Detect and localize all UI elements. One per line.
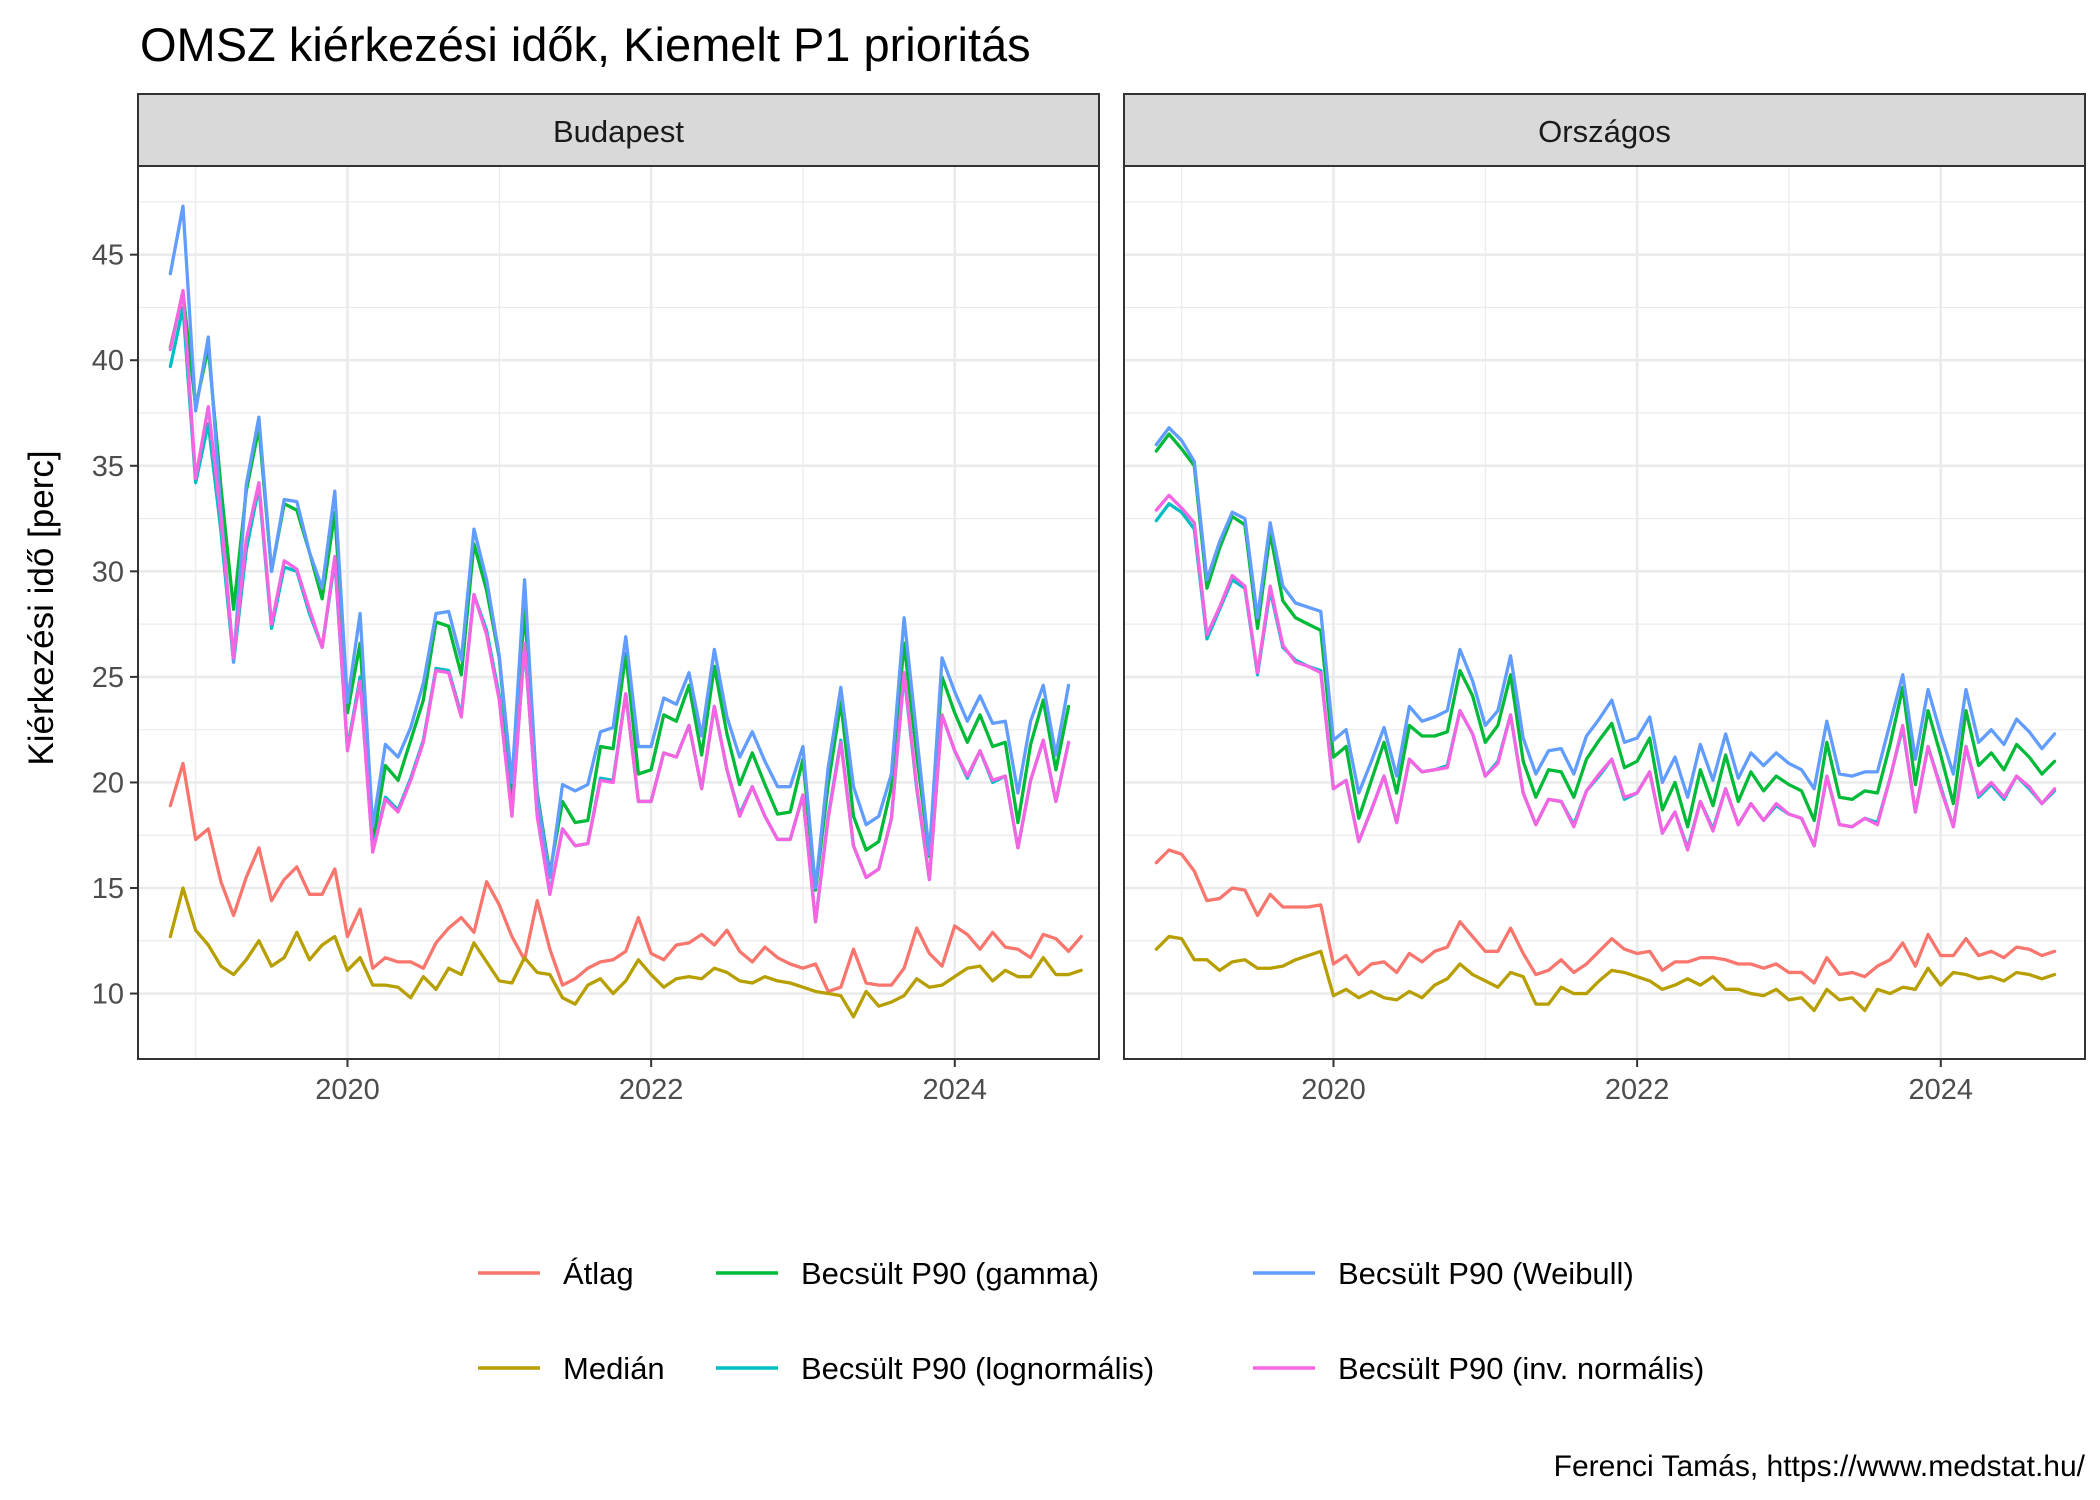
y-tick-label: 45	[92, 240, 124, 272]
panel-strip-label: Országos	[1538, 114, 1671, 149]
series-line-becsült-p90-gamma-	[168, 291, 1071, 892]
y-axis-title: Kiérkezési idő [perc]	[22, 450, 61, 765]
chart-title: OMSZ kiérkezési idők, Kiemelt P1 priorit…	[140, 18, 1031, 71]
x-tick-label: 2020	[1301, 1074, 1366, 1106]
y-tick-label: 35	[92, 451, 124, 483]
y-tick-label: 40	[92, 345, 124, 377]
y-tick-label: 15	[92, 873, 124, 905]
legend-item: Becsült P90 (lognormális)	[716, 1351, 1154, 1386]
legend: Átlag Becsült P90 (gamma) Becsült P90 (Wei…	[478, 1256, 1704, 1386]
legend-item: Becsült P90 (inv. normális)	[1253, 1351, 1704, 1386]
panel-border	[137, 165, 1100, 1060]
series-line-átlag	[1154, 848, 2057, 985]
grid	[138, 166, 1099, 1059]
legend-item: Medián	[478, 1351, 665, 1386]
x-tick-label: 2024	[1909, 1074, 1974, 1106]
series-line-medián	[168, 886, 1083, 1019]
y-tick-label: 10	[92, 979, 124, 1011]
x-tick-label: 2020	[315, 1074, 380, 1106]
series-line-medián	[1154, 934, 2057, 1013]
x-tick-label: 2024	[923, 1074, 988, 1106]
series-line-becsült-p90-weibull-	[168, 204, 1071, 890]
panel-strip-label: Budapest	[553, 114, 684, 149]
series-line-átlag	[168, 761, 1083, 994]
panel-border	[1123, 165, 2086, 1060]
panel-strip	[1123, 93, 2086, 167]
series-lines	[1154, 426, 2057, 1013]
series-line-becsült-p90-gamma-	[1154, 432, 2057, 829]
legend-label: Átlag	[563, 1256, 634, 1291]
legend-label: Becsült P90 (inv. normális)	[1338, 1351, 1704, 1386]
legend-label: Becsült P90 (Weibull)	[1338, 1256, 1634, 1291]
series-line-becsült-p90-weibull-	[1154, 426, 2057, 799]
legend-item: Becsült P90 (Weibull)	[1253, 1256, 1634, 1291]
legend-item: Átlag	[478, 1256, 634, 1291]
x-tick-label: 2022	[1605, 1074, 1670, 1106]
series-lines	[168, 204, 1083, 1019]
plot-background	[1124, 166, 2085, 1059]
legend-label: Medián	[563, 1351, 665, 1386]
series-line-becsült-p90-inv-normális-	[168, 288, 1071, 924]
x-tick-label: 2022	[619, 1074, 684, 1106]
legend-label: Becsült P90 (lognormális)	[801, 1351, 1154, 1386]
panel-0: Budapest 10 15 20 25 30 35 40 45 2020 2022 2024	[92, 93, 1100, 1106]
panel-1: Országos 2020 2022 2024	[1123, 93, 2086, 1106]
chart-caption: Ferenci Tamás, https://www.medstat.hu/	[1554, 1450, 2086, 1483]
grid	[1124, 166, 2085, 1059]
y-tick-label: 30	[92, 556, 124, 588]
legend-label: Becsült P90 (gamma)	[801, 1256, 1099, 1291]
series-line-becsült-p90-inv-normális-	[1154, 493, 2057, 852]
panel-strip	[137, 93, 1100, 167]
legend-item: Becsült P90 (gamma)	[716, 1256, 1099, 1291]
plot-background	[138, 166, 1099, 1059]
y-tick-label: 20	[92, 767, 124, 799]
y-tick-label: 25	[92, 662, 124, 694]
